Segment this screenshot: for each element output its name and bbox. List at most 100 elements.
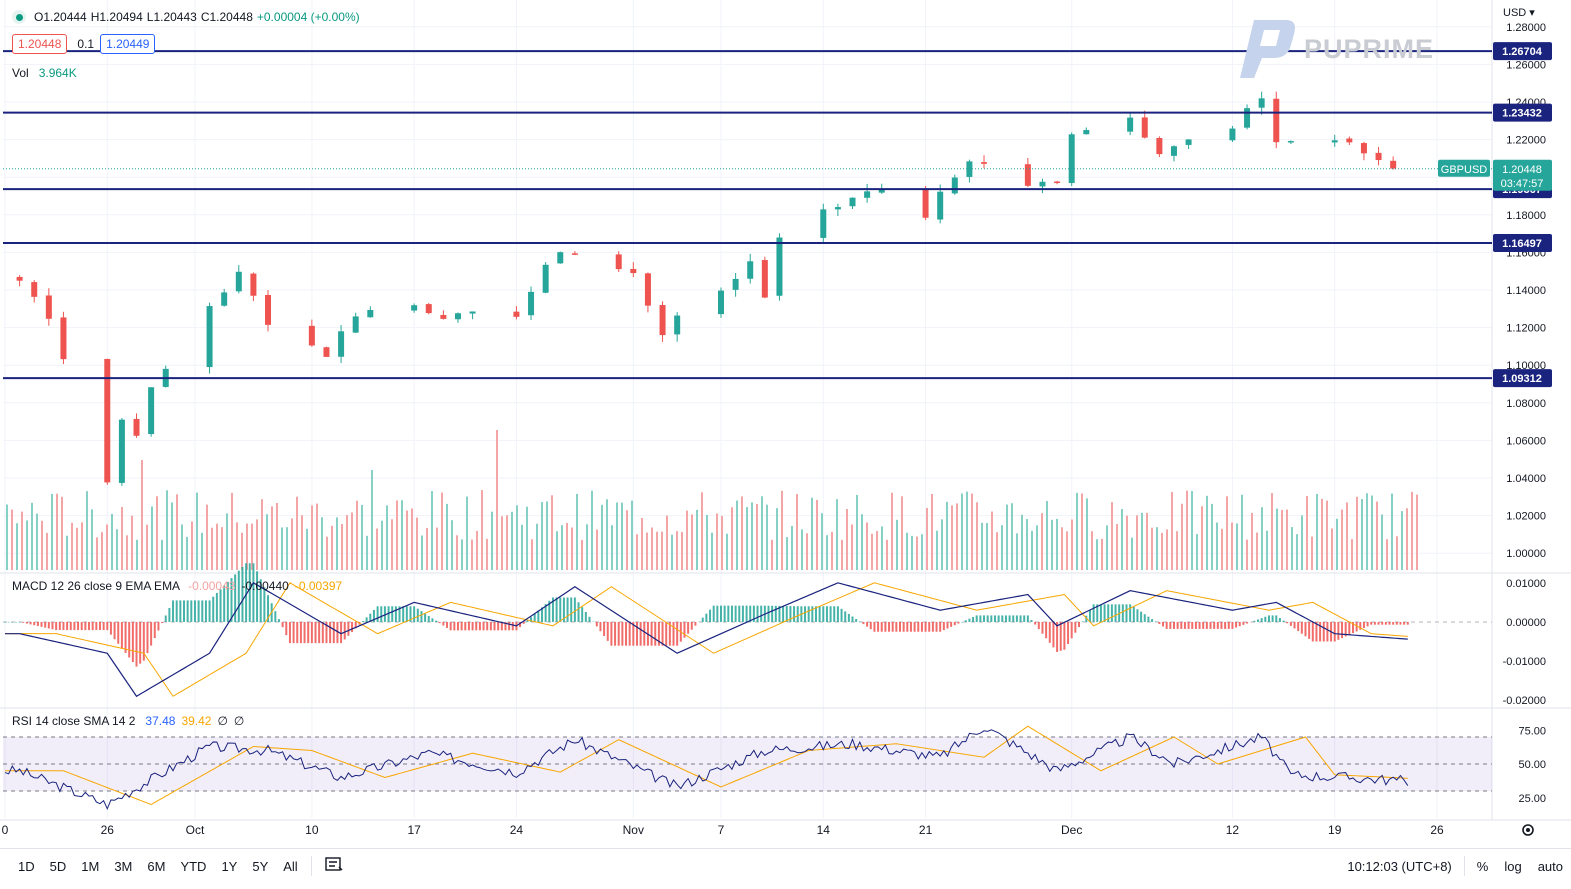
macd-hist-bar — [902, 621, 905, 632]
macd-hist-bar — [296, 621, 299, 644]
log-toggle[interactable]: log — [1504, 858, 1522, 874]
rsi-line — [4, 729, 1409, 811]
candle-body — [1331, 140, 1338, 143]
macd-hist-bar — [643, 621, 646, 646]
range-button-1y[interactable]: 1Y — [221, 858, 238, 874]
macd-hist-bar — [909, 621, 912, 632]
macd-hist-bar — [577, 602, 580, 622]
macd-hist-bar — [913, 621, 916, 632]
range-button-all[interactable]: All — [283, 858, 298, 874]
volume-bar — [766, 504, 768, 570]
macd-hist-bar — [500, 621, 503, 631]
range-button-5y[interactable]: 5Y — [252, 858, 269, 874]
volume-bar — [331, 525, 333, 570]
key-level-tag — [1493, 234, 1552, 253]
macd-hist-bar — [665, 621, 668, 646]
range-button-5d[interactable]: 5D — [49, 858, 67, 874]
range-button-6m[interactable]: 6M — [147, 858, 166, 874]
macd-hist-bar — [113, 621, 116, 640]
macd-hist-bar — [343, 621, 346, 640]
volume-bar — [1046, 501, 1048, 570]
candle-body — [133, 418, 140, 436]
auto-toggle[interactable]: auto — [1537, 858, 1563, 874]
volume-bar — [181, 524, 183, 570]
macd-hist-bar — [88, 621, 91, 631]
volume-bar — [416, 517, 418, 570]
macd-hist-bar — [1096, 604, 1099, 622]
rsi-tick-label: 75.00 — [1518, 725, 1546, 737]
macd-hist-bar — [551, 597, 554, 622]
currency-selector[interactable]: USD ▾ — [1503, 7, 1535, 19]
macd-hist-bar — [869, 621, 872, 630]
macd-hist-bar — [877, 621, 880, 632]
macd-hist-bar — [734, 605, 737, 622]
macd-hist-bar — [1224, 621, 1227, 629]
macd-hist-bar — [1359, 621, 1362, 630]
macd-hist-bar — [1012, 615, 1015, 622]
bottom-toolbar: 1D 5D 1M 3M 6M YTD 1Y 5Y All 10:12:03 (UTC+8) % … — [0, 848, 1571, 883]
volume-bar — [1151, 527, 1153, 570]
macd-hist-bar — [36, 621, 39, 627]
clock-display[interactable]: 10:12:03 (UTC+8) — [1347, 858, 1452, 874]
macd-hist-bar — [570, 597, 573, 622]
candle-body — [104, 358, 111, 483]
chart-canvas[interactable]: 1.280001.260001.240001.220001.200001.180… — [0, 0, 1571, 848]
volume-bar — [266, 514, 268, 570]
buy-price-button[interactable]: 1.20449 — [100, 34, 156, 54]
candle-body — [630, 268, 637, 274]
volume-bar — [1121, 509, 1123, 570]
macd-hist-bar — [895, 621, 898, 632]
candle-body — [615, 254, 622, 270]
macd-hist-bar — [1286, 621, 1289, 624]
macd-hist-bar — [1304, 621, 1307, 637]
macd-hist-bar — [767, 605, 770, 622]
range-button-3m[interactable]: 3M — [114, 858, 133, 874]
macd-hist-bar — [1202, 621, 1205, 629]
macd-hist-bar — [248, 563, 251, 622]
range-button-ytd[interactable]: YTD — [180, 858, 207, 874]
countdown-label: 03:47:57 — [1501, 178, 1544, 190]
volume-bar — [1291, 527, 1293, 570]
volume-bar — [251, 523, 253, 570]
range-button-1d[interactable]: 1D — [18, 858, 35, 874]
volume-bar — [491, 511, 493, 570]
macd-hist-bar — [723, 605, 726, 622]
macd-hist-bar — [942, 621, 945, 631]
volume-bar — [1051, 519, 1053, 570]
macd-hist-bar — [29, 621, 32, 625]
volume-bar — [916, 536, 918, 570]
macd-hist-bar — [193, 600, 196, 622]
macd-hist-bar — [544, 604, 547, 622]
macd-hist-bar — [668, 621, 671, 646]
volume-bar — [1086, 498, 1088, 570]
macd-hist-bar — [1041, 621, 1044, 634]
volume-bar — [1071, 519, 1073, 570]
macd-hist-bar — [899, 621, 901, 632]
goto-date-icon[interactable] — [324, 856, 344, 877]
range-button-1m[interactable]: 1M — [81, 858, 100, 874]
macd-hist-bar — [588, 616, 591, 622]
macd-hist-bar — [446, 621, 449, 628]
volume-bar — [321, 517, 323, 570]
settings-gear-icon[interactable] — [1522, 824, 1534, 836]
sell-price-button[interactable]: 1.20448 — [12, 34, 68, 54]
volume-bar — [561, 525, 563, 570]
macd-hist-bar — [745, 605, 748, 622]
macd-line — [5, 582, 1408, 698]
volume-bar — [206, 504, 208, 570]
macd-hist-bar — [230, 578, 233, 622]
macd-hist-bar — [467, 621, 470, 631]
volume-bar — [271, 506, 273, 570]
macd-hist-bar — [398, 606, 401, 622]
macd-hist-bar — [277, 619, 280, 622]
macd-tick-label: 0.01000 — [1506, 578, 1546, 590]
volume-bar — [571, 527, 573, 570]
macd-hist-bar — [471, 621, 474, 631]
macd-hist-bar — [1216, 621, 1219, 629]
macd-hist-bar — [212, 596, 215, 622]
volume-bar — [421, 535, 423, 570]
percent-toggle[interactable]: % — [1476, 858, 1489, 874]
y-tick-label: 1.26000 — [1506, 59, 1546, 71]
macd-hist-bar — [1180, 621, 1183, 629]
macd-hist-bar — [424, 613, 427, 622]
